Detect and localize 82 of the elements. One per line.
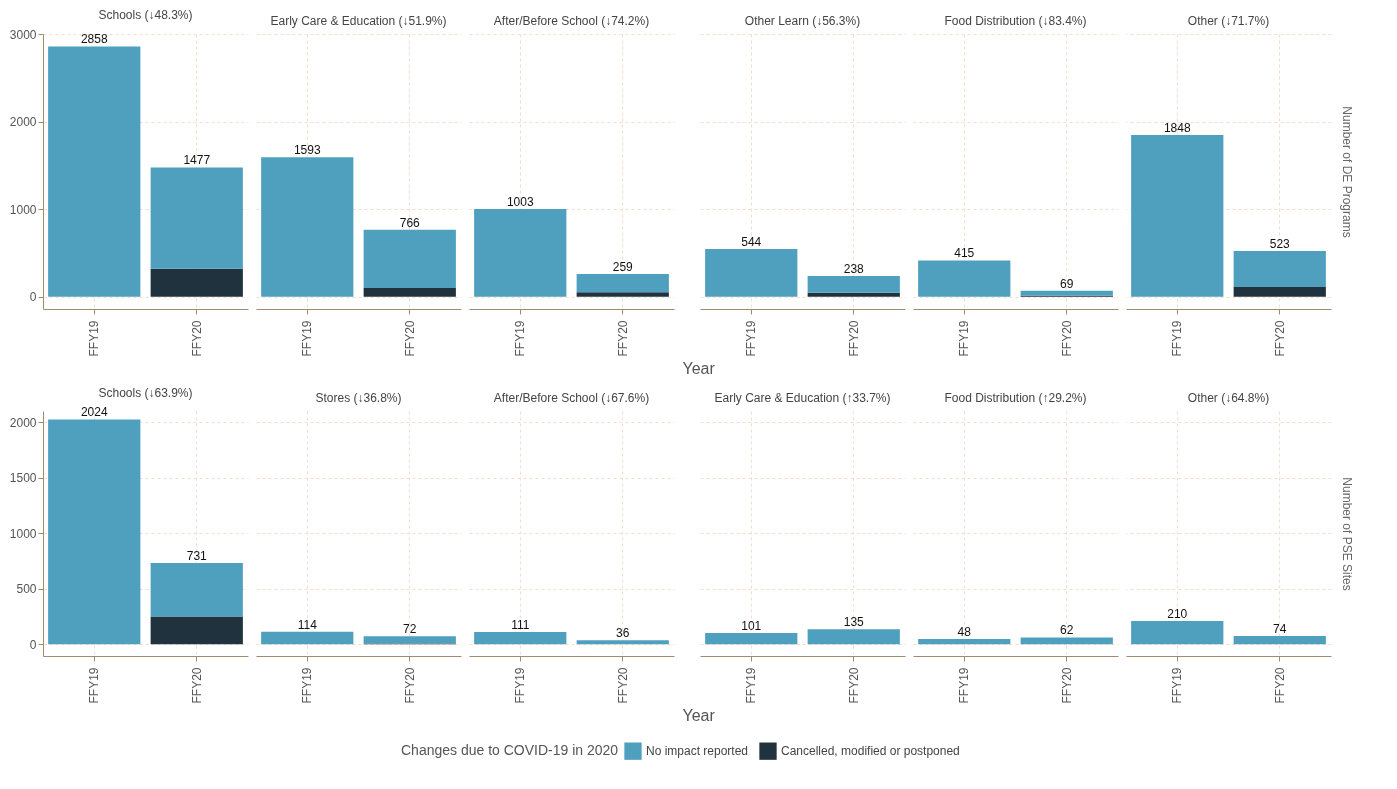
total-label: 523 <box>1269 236 1291 251</box>
chart-title: Other (↓71.7%) <box>1187 14 1270 28</box>
bar <box>150 616 243 645</box>
total-label: 36 <box>616 626 630 641</box>
chart-title: Other Learn (↓56.3%) <box>744 14 861 28</box>
bar <box>48 46 141 297</box>
total-label: 111 <box>511 618 530 632</box>
y-tick-label: 1500 <box>9 471 37 486</box>
bar <box>150 167 243 269</box>
total-label: 1003 <box>506 194 534 209</box>
total-label: 72 <box>403 622 417 637</box>
x-axis-title: Year <box>682 359 716 377</box>
x-tick-label: FFY20 <box>402 320 417 357</box>
y-tick-label: 0 <box>29 290 37 305</box>
x-tick-label: FFY19 <box>744 320 759 357</box>
y-tick-label: 3000 <box>9 27 37 42</box>
y-axis-title: Number of DE Programs <box>1339 106 1354 238</box>
total-label: 1848 <box>1163 120 1191 135</box>
legend-label: No impact reported <box>646 744 749 759</box>
x-tick-label: FFY19 <box>87 320 102 357</box>
chart-title: After/Before School (↓74.2%) <box>493 14 650 28</box>
chart-title: Food Distribution (↑29.2%) <box>944 391 1087 405</box>
total-label: 544 <box>741 235 762 250</box>
total-label: 238 <box>843 261 865 276</box>
bar <box>150 268 243 297</box>
x-tick-label: FFY20 <box>846 667 861 704</box>
chart-title: Stores (↓36.8%) <box>315 391 402 405</box>
total-label: 259 <box>612 260 634 275</box>
x-tick-label: FFY19 <box>957 320 972 357</box>
y-axis-title: Number of PSE Sites <box>1339 477 1354 591</box>
x-tick-label: FFY20 <box>1059 667 1074 704</box>
chart-title: Early Care & Education (↓51.9%) <box>270 14 447 28</box>
x-tick-label: FFY19 <box>744 667 759 704</box>
x-tick-label: FFY20 <box>615 320 630 357</box>
total-label: 48 <box>957 625 972 639</box>
x-tick-label: FFY19 <box>513 667 528 704</box>
x-tick-label: FFY20 <box>189 667 204 704</box>
total-label: 69 <box>1060 276 1074 291</box>
y-tick-label: 0 <box>29 637 37 652</box>
chart-title: Schools (↓63.9%) <box>98 386 193 401</box>
total-label: 62 <box>1060 623 1074 638</box>
legend-label: Cancelled, modified or postponed <box>781 744 960 759</box>
bar <box>150 563 243 617</box>
total-label: 74 <box>1273 622 1287 637</box>
y-tick-label: 2000 <box>9 115 37 130</box>
x-tick-label: FFY19 <box>87 667 102 704</box>
x-tick-label: FFY20 <box>846 320 861 357</box>
x-tick-label: FFY19 <box>300 667 315 704</box>
x-tick-label: FFY20 <box>1272 320 1287 357</box>
bar <box>48 419 141 645</box>
y-tick-label: 2000 <box>9 415 37 430</box>
total-label: 766 <box>399 215 421 230</box>
x-axis-title: Year <box>682 706 716 724</box>
total-label: 731 <box>186 549 208 564</box>
x-tick-label: FFY19 <box>957 667 972 704</box>
y-tick-label: 500 <box>16 582 37 597</box>
total-label: 2858 <box>80 32 108 47</box>
x-tick-label: FFY19 <box>300 320 315 357</box>
total-label: 114 <box>297 617 318 632</box>
total-label: 101 <box>741 619 762 634</box>
total-label: 2024 <box>80 405 108 420</box>
x-tick-label: FFY20 <box>189 320 204 357</box>
total-label: 135 <box>843 615 865 630</box>
x-tick-label: FFY20 <box>1059 320 1074 357</box>
x-tick-label: FFY19 <box>1170 320 1185 357</box>
chart-title: Other (↓64.8%) <box>1187 391 1270 405</box>
total-label: 415 <box>954 246 975 261</box>
legend-title: Changes due to COVID-19 in 2020 <box>401 742 619 758</box>
chart-title: Food Distribution (↓83.4%) <box>944 14 1087 28</box>
x-tick-label: FFY19 <box>513 320 528 357</box>
x-tick-label: FFY20 <box>615 667 630 704</box>
x-tick-label: FFY19 <box>1170 667 1185 704</box>
chart-title: After/Before School (↓67.6%) <box>493 391 650 405</box>
chart-title: Schools (↓48.3%) <box>98 8 193 22</box>
x-tick-label: FFY20 <box>402 667 417 704</box>
y-tick-label: 1000 <box>9 202 37 217</box>
chart-title: Early Care & Education (↑33.7%) <box>714 391 891 405</box>
y-tick-label: 1000 <box>9 526 37 541</box>
total-label: 1593 <box>293 143 321 158</box>
total-label: 210 <box>1167 607 1188 621</box>
x-tick-label: FFY20 <box>1272 667 1287 704</box>
total-label: 1477 <box>183 153 211 168</box>
